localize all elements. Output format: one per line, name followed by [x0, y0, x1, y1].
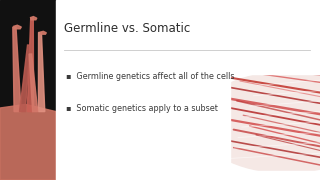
Polygon shape — [13, 27, 21, 112]
Polygon shape — [29, 54, 38, 112]
Bar — [218, 11, 320, 74]
Polygon shape — [27, 18, 34, 112]
Polygon shape — [31, 17, 37, 20]
Polygon shape — [38, 32, 45, 112]
Circle shape — [197, 72, 320, 173]
Text: ▪  Germline genetics affect all of the cells: ▪ Germline genetics affect all of the ce… — [66, 72, 234, 81]
Polygon shape — [14, 25, 21, 29]
Bar — [218, 171, 320, 180]
Bar — [0, 0, 56, 180]
Polygon shape — [20, 45, 30, 112]
Bar — [56, 0, 230, 180]
Polygon shape — [41, 31, 46, 34]
Text: Germline vs. Somatic: Germline vs. Somatic — [64, 22, 190, 35]
Text: ▪  Somatic genetics apply to a subset: ▪ Somatic genetics apply to a subset — [66, 104, 218, 113]
Polygon shape — [0, 104, 56, 180]
